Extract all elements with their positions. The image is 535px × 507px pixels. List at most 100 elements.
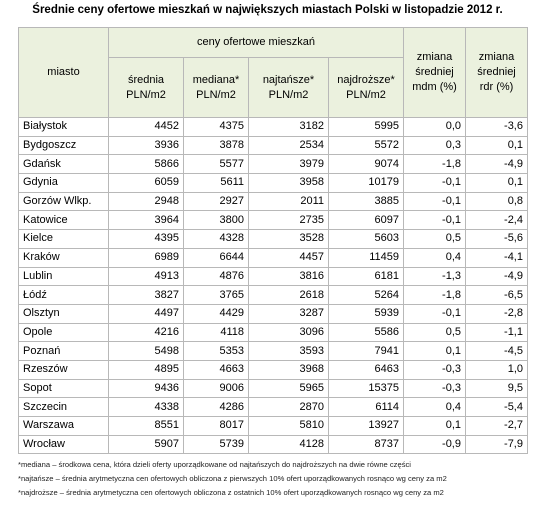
value-cell: 5995 — [328, 117, 404, 137]
value-cell: 3593 — [248, 341, 329, 361]
value-cell: 4118 — [183, 322, 249, 343]
value-cell: 6989 — [108, 247, 184, 268]
value-cell: -0,1 — [403, 210, 466, 231]
value-cell: -0,1 — [403, 173, 466, 193]
footnote: *najtańsze – średnia arytmetyczna cen of… — [18, 474, 447, 483]
value-cell: 11459 — [328, 247, 404, 268]
city-cell: Opole — [18, 322, 109, 343]
value-cell: 3958 — [248, 173, 329, 193]
table-row: Gdynia 6059 5611 3958 10179 -0,1 0,1 — [18, 173, 528, 193]
value-cell: 5739 — [183, 434, 249, 455]
value-cell: 4216 — [108, 322, 184, 343]
value-cell: 3182 — [248, 117, 329, 137]
value-cell: 4328 — [183, 229, 249, 249]
value-cell: 6181 — [328, 266, 404, 287]
city-cell: Łódź — [18, 285, 109, 305]
footnote: *najdroższe – średnia arytmetyczna cen o… — [18, 488, 444, 497]
city-cell: Białystok — [18, 117, 109, 137]
value-cell: -4,9 — [465, 266, 528, 287]
value-cell: 2534 — [248, 135, 329, 156]
value-cell: -0,3 — [403, 378, 466, 399]
value-cell: -0,3 — [403, 359, 466, 380]
header-line: rdr (%) — [479, 81, 514, 93]
city-cell: Gdańsk — [18, 154, 109, 175]
table-row: Rzeszów 4895 4663 3968 6463 -0,3 1,0 — [18, 359, 528, 380]
table-row: Kielce 4395 4328 3528 5603 0,5 -5,6 — [18, 229, 528, 249]
value-cell: -1,1 — [465, 322, 528, 343]
value-cell: -7,9 — [465, 434, 528, 455]
header-line: najdroższe* — [337, 73, 395, 86]
value-cell: 3800 — [183, 210, 249, 231]
value-cell: 0,4 — [403, 397, 466, 417]
value-cell: -1,3 — [403, 266, 466, 287]
header-cell: zmiana średniej rdr (%) — [465, 27, 528, 118]
table-row: Gorzów Wlkp. 2948 2927 2011 3885 -0,1 0,8 — [18, 191, 528, 212]
value-cell: 5965 — [248, 378, 329, 399]
value-cell: -6,5 — [465, 285, 528, 305]
value-cell: 6114 — [328, 397, 404, 417]
header-line: najtańsze* — [262, 73, 315, 86]
city-cell: Rzeszów — [18, 359, 109, 380]
city-cell: Kielce — [18, 229, 109, 249]
value-cell: 4457 — [248, 247, 329, 268]
city-cell: Kraków — [18, 247, 109, 268]
table-row: Opole 4216 4118 3096 5586 0,5 -1,1 — [18, 322, 528, 343]
value-cell: 2948 — [108, 191, 184, 212]
value-cell: 5611 — [183, 173, 249, 193]
value-cell: 3765 — [183, 285, 249, 305]
table-row: Sopot 9436 9006 5965 15375 -0,3 9,5 — [18, 378, 528, 399]
footnote: *mediana – środkowa cena, która dzieli o… — [18, 460, 411, 469]
value-cell: -1,8 — [403, 285, 466, 305]
value-cell: 5586 — [328, 322, 404, 343]
value-cell: 3827 — [108, 285, 184, 305]
value-cell: 0,3 — [403, 135, 466, 156]
price-table: miasto ceny ofertowe mieszkań zmiana śred… — [18, 27, 528, 455]
city-cell: Bydgoszcz — [18, 135, 109, 156]
value-cell: 1,0 — [465, 359, 528, 380]
table-row: Wrocław 5907 5739 4128 8737 -0,9 -7,9 — [18, 434, 528, 455]
value-cell: 6059 — [108, 173, 184, 193]
value-cell: 4128 — [248, 434, 329, 455]
value-cell: 5577 — [183, 154, 249, 175]
value-cell: 4429 — [183, 303, 249, 324]
value-cell: 2870 — [248, 397, 329, 417]
value-cell: -5,6 — [465, 229, 528, 249]
footnotes: *mediana – środkowa cena, która dzieli o… — [18, 458, 447, 500]
value-cell: 3816 — [248, 266, 329, 287]
value-cell: 3878 — [183, 135, 249, 156]
value-cell: -2,8 — [465, 303, 528, 324]
value-cell: 4913 — [108, 266, 184, 287]
value-cell: -0,1 — [403, 303, 466, 324]
header-line: PLN/m2 — [196, 88, 236, 101]
value-cell: 3964 — [108, 210, 184, 231]
value-cell: 5907 — [108, 434, 184, 455]
value-cell: 0,1 — [403, 416, 466, 436]
header-cell: ceny ofertowe mieszkań — [108, 27, 404, 58]
value-cell: 8017 — [183, 416, 249, 436]
header-line: mdm (%) — [412, 81, 457, 93]
value-cell: 0,0 — [403, 117, 466, 137]
value-cell: -4,9 — [465, 154, 528, 175]
value-cell: -0,1 — [403, 191, 466, 212]
header-line: PLN/m2 — [126, 88, 166, 101]
table-row: Kraków 6989 6644 4457 11459 0,4 -4,1 — [18, 247, 528, 268]
header-line: PLN/m2 — [346, 88, 386, 101]
value-cell: 0,8 — [465, 191, 528, 212]
value-cell: 6097 — [328, 210, 404, 231]
header-cell: najtańsze* PLN/m2 — [248, 57, 329, 118]
header-line: średniej — [415, 66, 454, 78]
title: Średnie ceny ofertowe mieszkań w najwięk… — [32, 4, 503, 16]
value-cell: 0,5 — [403, 322, 466, 343]
value-cell: 4375 — [183, 117, 249, 137]
value-cell: 8737 — [328, 434, 404, 455]
value-cell: 0,1 — [465, 173, 528, 193]
value-cell: 4876 — [183, 266, 249, 287]
value-cell: 2927 — [183, 191, 249, 212]
table-row: Łódź 3827 3765 2618 5264 -1,8 -6,5 — [18, 285, 528, 305]
value-cell: 5353 — [183, 341, 249, 361]
table-row: Szczecin 4338 4286 2870 6114 0,4 -5,4 — [18, 397, 528, 417]
value-cell: 9,5 — [465, 378, 528, 399]
value-cell: 9074 — [328, 154, 404, 175]
city-cell: Olsztyn — [18, 303, 109, 324]
